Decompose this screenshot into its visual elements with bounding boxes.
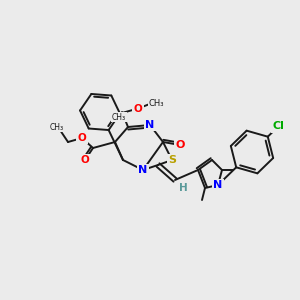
Text: N: N bbox=[146, 120, 154, 130]
Text: CH₃: CH₃ bbox=[50, 122, 64, 131]
Text: O: O bbox=[78, 133, 86, 143]
Text: H: H bbox=[178, 183, 188, 193]
Text: O: O bbox=[175, 140, 185, 150]
Text: N: N bbox=[213, 180, 223, 190]
Text: CH₃: CH₃ bbox=[148, 99, 164, 108]
Text: Cl: Cl bbox=[273, 121, 284, 131]
Text: N: N bbox=[138, 165, 148, 175]
Text: O: O bbox=[134, 103, 142, 113]
Text: O: O bbox=[81, 155, 89, 165]
Text: CH₃: CH₃ bbox=[112, 112, 126, 122]
Text: S: S bbox=[168, 155, 176, 165]
